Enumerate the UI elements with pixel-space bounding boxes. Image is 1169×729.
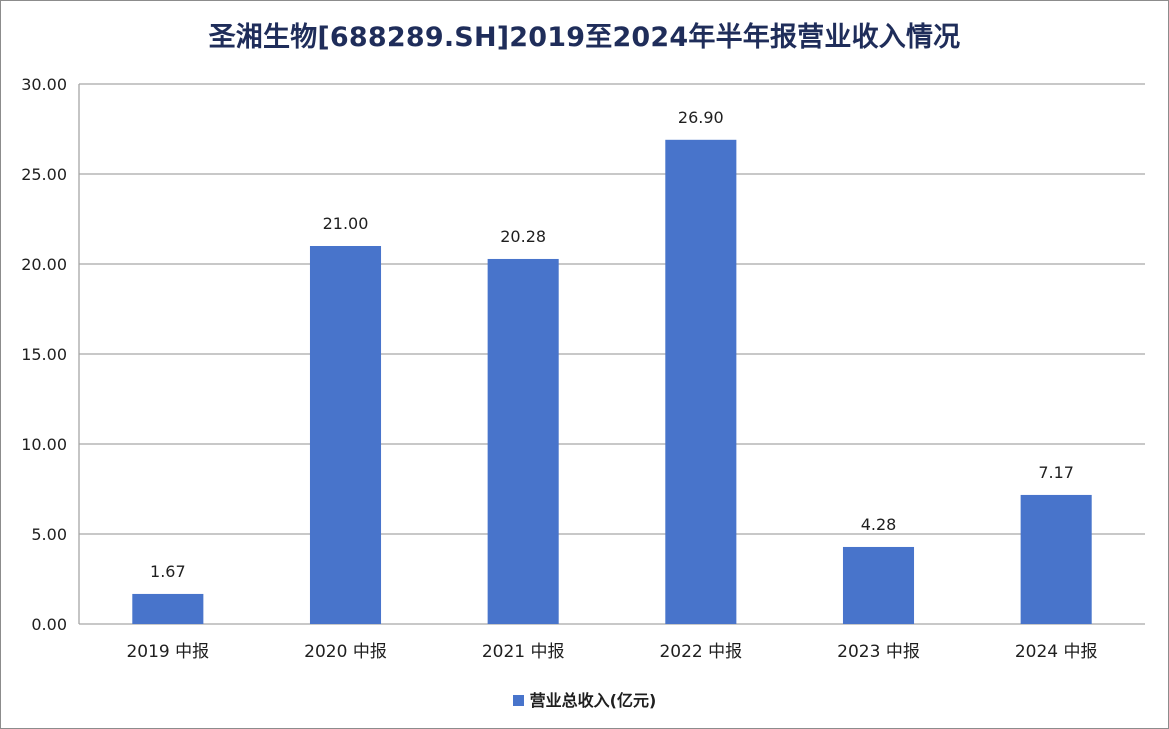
x-tick-label: 2023 中报	[837, 642, 920, 662]
x-tick-label: 2019 中报	[126, 642, 209, 662]
y-tick-label: 25.00	[21, 165, 67, 184]
bar	[1020, 494, 1092, 624]
chart-title: 圣湘生物[688289.SH]2019至2024年半年报营业收入情况	[208, 22, 961, 53]
x-tick-label: 2020 中报	[304, 642, 387, 662]
bar-chart: 0.00 5.00 10.00 15.00 20.00 25.00 30.00 1.67 21…	[21, 75, 1145, 662]
y-tick-label: 10.00	[21, 435, 67, 454]
bar	[487, 258, 559, 624]
data-label: 21.00	[323, 214, 369, 233]
bar	[665, 139, 737, 625]
gridlines	[78, 83, 1145, 625]
y-tick-label: 30.00	[21, 75, 67, 94]
data-label: 4.28	[861, 515, 897, 534]
bar	[309, 246, 382, 624]
x-axis-ticks: 2019 中报 2020 中报 2021 中报 2022 中报 2023 中报 2024 …	[126, 642, 1097, 662]
data-label: 1.67	[150, 562, 186, 581]
legend: 营业总收入(亿元)	[1, 687, 1168, 711]
bar	[842, 546, 915, 624]
data-label: 7.17	[1038, 463, 1074, 482]
x-tick-label: 2024 中报	[1015, 642, 1098, 662]
bars	[132, 139, 1092, 625]
x-tick-label: 2021 中报	[482, 642, 565, 662]
y-axis-ticks: 0.00 5.00 10.00 15.00 20.00 25.00 30.00	[21, 75, 67, 634]
data-label: 26.90	[678, 108, 724, 127]
bar	[132, 593, 204, 624]
y-tick-label: 15.00	[21, 345, 67, 364]
y-tick-label: 20.00	[21, 255, 67, 274]
x-tick-label: 2022 中报	[659, 642, 742, 662]
legend-label: 营业总收入(亿元)	[529, 691, 657, 710]
data-label: 20.28	[500, 227, 546, 246]
y-tick-label: 0.00	[31, 615, 67, 634]
data-labels: 1.67 21.00 20.28 26.90 4.28 7.17	[150, 108, 1074, 581]
y-tick-label: 5.00	[31, 525, 67, 544]
legend-swatch	[512, 695, 524, 706]
